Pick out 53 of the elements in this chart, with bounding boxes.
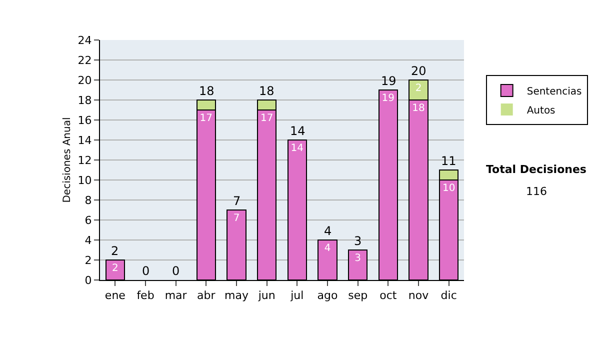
legend-label: Autos xyxy=(526,105,556,116)
x-tick-label: ago xyxy=(317,289,338,302)
y-tick-label: 18 xyxy=(78,94,92,107)
total-label: 14 xyxy=(290,124,306,138)
x-tick-label: mar xyxy=(164,289,188,302)
x-tick-label: may xyxy=(224,289,249,302)
y-tick-label: 24 xyxy=(78,34,92,47)
y-tick-label: 8 xyxy=(84,194,92,207)
x-tick-label: feb xyxy=(136,289,154,302)
total-label: 0 xyxy=(142,264,150,278)
data-label: 3 xyxy=(354,253,362,264)
data-label: 4 xyxy=(324,243,331,254)
x-tick-label: sep xyxy=(348,289,368,302)
total-label: 0 xyxy=(172,264,180,278)
y-tick-label: 20 xyxy=(78,74,92,87)
y-tick-label: 16 xyxy=(78,114,92,127)
total-label: 18 xyxy=(259,84,274,98)
total-label: 20 xyxy=(411,64,426,78)
y-tick-label: 2 xyxy=(84,254,92,267)
y-axis-title: Decisiones Anual xyxy=(62,117,73,203)
data-label: 17 xyxy=(200,113,213,124)
x-tick-label: dic xyxy=(440,289,457,302)
y-tick-label: 12 xyxy=(78,154,92,167)
x-tick-label: abr xyxy=(197,289,216,302)
legend-label: Sentencias xyxy=(526,86,582,98)
y-tick-label: 14 xyxy=(78,134,92,147)
data-label: 2 xyxy=(112,263,118,274)
data-label: 18 xyxy=(412,103,425,114)
total-label: 7 xyxy=(233,194,241,208)
x-tick-label: jul xyxy=(290,289,304,302)
data-label: 2 xyxy=(415,83,422,94)
total-label: 2 xyxy=(111,244,119,258)
y-tick-label: 10 xyxy=(78,174,92,187)
data-label: 17 xyxy=(260,113,274,124)
y-tick-label: 4 xyxy=(84,234,92,247)
total-label: 18 xyxy=(199,84,214,98)
total-label: 11 xyxy=(441,154,456,168)
x-tick-label: oct xyxy=(380,289,398,302)
total-label: 19 xyxy=(381,74,396,88)
x-tick-label: nov xyxy=(408,289,430,302)
total-label: 3 xyxy=(354,234,362,248)
x-tick-label: jun xyxy=(257,289,276,302)
data-label: 19 xyxy=(382,93,395,104)
text: 116 xyxy=(526,185,547,198)
x-tick-label: ene xyxy=(104,289,126,302)
data-label: 14 xyxy=(290,143,304,154)
data-label: 10 xyxy=(442,183,456,194)
text: Total Decisiones xyxy=(486,163,587,176)
data-label: 7 xyxy=(233,213,240,224)
y-tick-label: 22 xyxy=(78,54,92,67)
y-tick-label: 0 xyxy=(84,274,92,287)
total-label: 4 xyxy=(324,224,332,238)
y-tick-label: 6 xyxy=(84,214,92,227)
